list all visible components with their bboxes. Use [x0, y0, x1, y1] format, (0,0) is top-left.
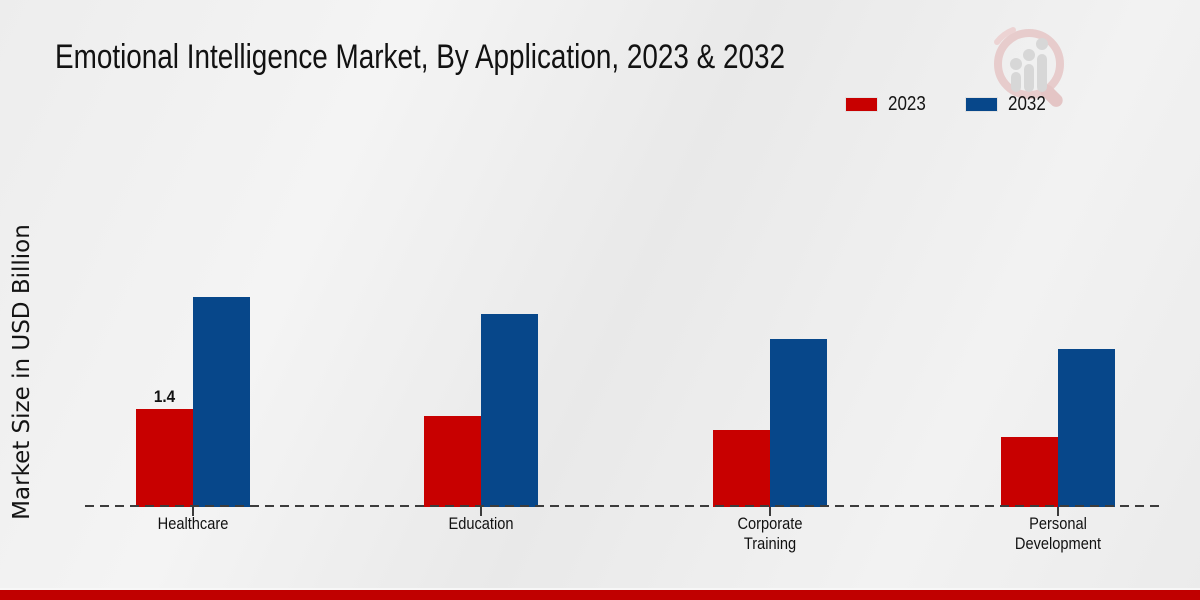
bar-education-2032	[481, 314, 538, 507]
bar-corporate-training-2032	[770, 339, 827, 507]
category-label-corporate-training: Corporate Training	[737, 514, 803, 554]
x-tick-personal-development	[1057, 507, 1059, 516]
legend-item-2032: 2032	[964, 93, 1053, 116]
x-tick-corporate-training	[769, 507, 771, 516]
legend: 2023 2032	[845, 93, 1052, 116]
x-tick-healthcare	[192, 507, 194, 516]
legend-item-2023: 2023	[845, 93, 933, 116]
category-label-education: Education	[448, 514, 514, 533]
footer-stripe	[0, 588, 1200, 600]
x-tick-education	[480, 507, 482, 516]
x-axis-baseline	[85, 505, 1163, 507]
category-label-healthcare: Healthcare	[157, 514, 229, 533]
data-label-healthcare-2023: 1.4	[153, 387, 176, 406]
bar-healthcare-2032	[193, 297, 250, 507]
bar-personal-development-2032	[1058, 349, 1115, 507]
bar-personal-development-2023	[1001, 437, 1058, 507]
category-label-personal-development: Personal Development	[1014, 514, 1102, 554]
chart-title: Emotional Intelligence Market, By Applic…	[55, 38, 785, 76]
market-research-logo-icon	[994, 27, 1064, 107]
bar-corporate-training-2023	[713, 430, 770, 507]
bar-healthcare-2023	[136, 409, 193, 507]
legend-swatch-2032	[964, 97, 998, 112]
legend-label-2023: 2023	[888, 93, 926, 115]
legend-swatch-2023	[845, 97, 878, 112]
legend-label-2032: 2032	[1007, 93, 1046, 115]
bar-education-2023	[424, 416, 481, 507]
